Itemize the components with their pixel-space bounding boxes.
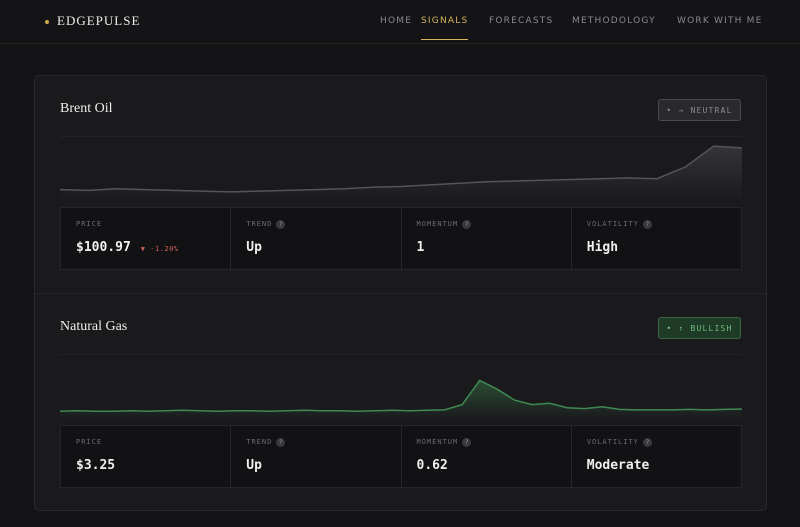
stat-value-text: $3.25 [76,458,116,473]
stat-value: 1 [417,240,425,255]
price-change: ▼ -1.20% [140,245,179,253]
stat-label-text: VOLATILITY [586,438,639,446]
stat-value: $100.97 ▼ -1.20% [76,240,179,255]
stat-cell: TREND? Up [231,208,402,269]
divider [35,293,766,294]
stat-label: VOLATILITY? [587,438,652,447]
nav-link[interactable]: HOME [380,16,413,26]
stat-label-text: PRICE [76,438,103,446]
stats-row: PRICE $3.25 TREND? Up MOMENTUM? 0.62 VOLATILIT… [60,425,742,488]
sparkline-line [60,145,742,193]
sparkline-area [60,146,742,202]
status-badge: • ↑ BULLISH [658,317,741,339]
logo[interactable]: EDGEPULSE [45,13,140,29]
stat-label: VOLATILITY? [587,220,652,229]
stat-value: 0.62 [417,458,448,473]
stat-value-text: Up [246,240,262,255]
help-icon[interactable]: ? [642,220,652,229]
nav-bar: EDGEPULSE HOME SIGNALS FORECASTS METHODOLOG… [0,0,800,44]
help-icon[interactable]: ? [642,438,652,447]
sparkline-line [60,379,742,412]
stat-cell: TREND? Up [231,426,402,487]
stat-cell: VOLATILITY? Moderate [572,426,741,487]
stat-cell: VOLATILITY? High [572,208,741,269]
stat-value: High [587,240,618,255]
help-icon[interactable]: ? [276,438,286,447]
stat-value-text: $100.97 [76,240,131,255]
status-badge: • → NEUTRAL [658,99,741,121]
stat-label-text: MOMENTUM [416,438,459,446]
nav-link[interactable]: METHODOLOGY [572,16,656,26]
stat-value-text: High [586,240,619,255]
stat-value: Up [246,458,262,473]
stat-label: PRICE [76,220,102,228]
nav-link[interactable]: SIGNALS [421,16,469,40]
stat-label: MOMENTUM? [417,220,472,229]
stat-label: TREND? [246,438,286,447]
signal-title: Brent Oil [60,101,113,116]
stat-label-text: TREND [246,220,273,228]
stat-label-text: VOLATILITY [586,220,639,228]
help-icon[interactable]: ? [462,438,472,447]
help-icon[interactable]: ? [276,220,286,229]
signal-title: Natural Gas [60,319,128,334]
sparkline [60,136,742,202]
nav-link[interactable]: FORECASTS [489,16,554,26]
stat-value-text: Moderate [586,458,650,473]
stat-cell: PRICE $100.97 ▼ -1.20% [61,208,232,269]
stat-cell: MOMENTUM? 1 [402,208,572,269]
stat-label-text: TREND [246,438,273,446]
stat-cell: MOMENTUM? 0.62 [402,426,572,487]
stat-cell: PRICE $3.25 [61,426,232,487]
signal-section: Brent Oil • → NEUTRAL PRICE $100.97 ▼ -1.20%… [35,76,766,293]
stat-value: Up [246,240,262,255]
stat-value-text: Up [246,458,262,473]
stat-value-text: 1 [416,240,425,255]
stat-label: MOMENTUM? [417,438,472,447]
stat-value-text: 0.62 [416,458,448,473]
stat-value: $3.25 [76,458,115,473]
sparkline-area [60,380,742,420]
stat-label-text: PRICE [76,220,103,228]
signals-card: Brent Oil • → NEUTRAL PRICE $100.97 ▼ -1.20%… [34,75,767,511]
stats-row: PRICE $100.97 ▼ -1.20% TREND? Up MOMENTUM? 1 VO… [60,207,742,270]
stat-label: PRICE [76,438,102,446]
stat-label-text: MOMENTUM [416,220,459,228]
help-icon[interactable]: ? [462,220,472,229]
stat-label: TREND? [246,220,286,229]
signal-section: Natural Gas • ↑ BULLISH PRICE $3.25 TREND? Up… [35,294,766,511]
stat-value: Moderate [587,458,650,473]
sparkline [60,354,742,420]
nav-link[interactable]: WORK WITH ME [677,16,763,26]
